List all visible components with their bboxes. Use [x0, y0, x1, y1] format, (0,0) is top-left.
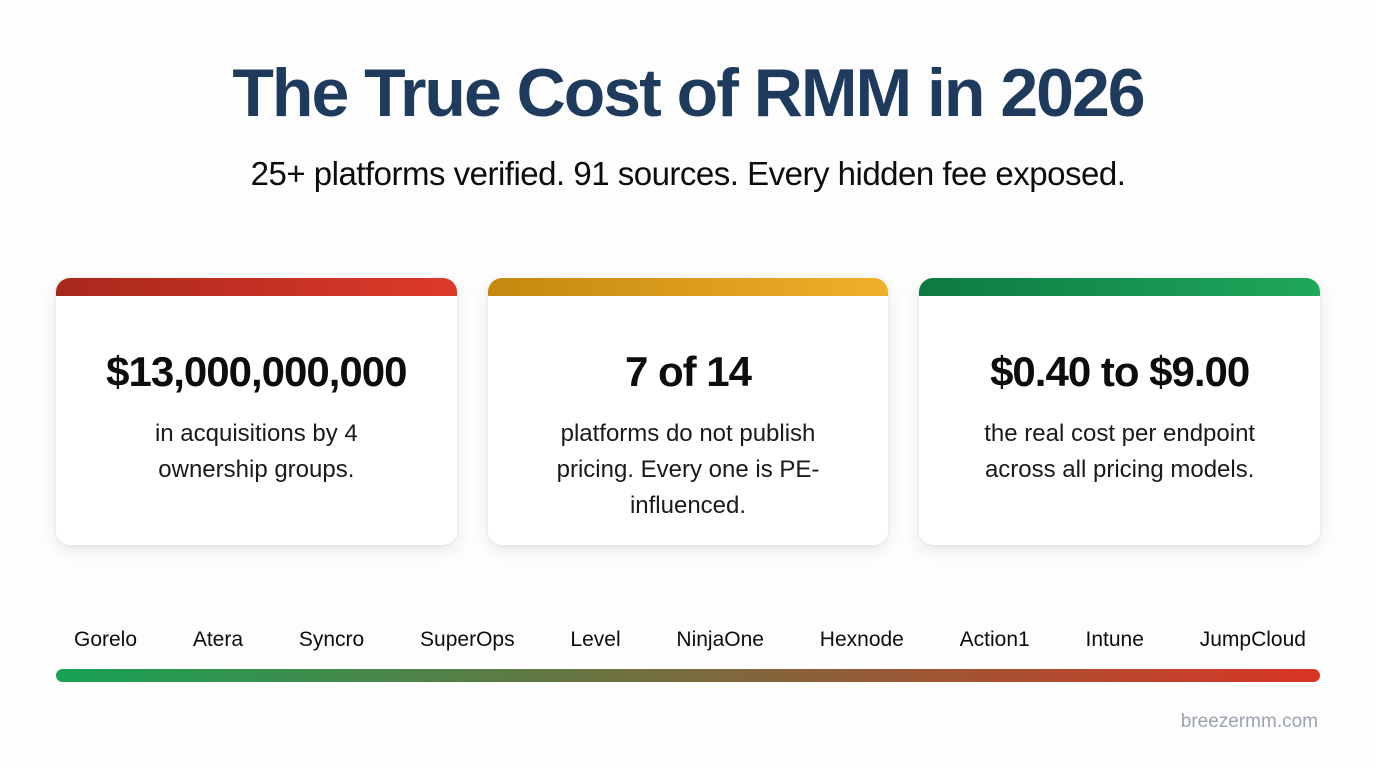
stat-value: $0.40 to $9.00: [990, 348, 1250, 395]
stat-value: 7 of 14: [624, 348, 752, 395]
stat-card-pricing-transparency: 7 of 14 platforms do not publish pricing…: [487, 278, 889, 545]
platform-label-syncro: Syncro: [298, 628, 365, 651]
stat-cards-row: $13,000,000,000 in acquisitions by 4 own…: [56, 278, 1321, 545]
footer-site-link: breezermm.com: [1180, 711, 1318, 732]
platform-spectrum: Gorelo Atera Syncro SuperOps Level Ninja…: [56, 628, 1320, 682]
page-subtitle: 25+ platforms verified. 91 sources. Ever…: [250, 154, 1126, 192]
platform-label-ninjaone: NinjaOne: [676, 628, 764, 651]
page-title: The True Cost of RMM in 2026: [232, 55, 1145, 131]
platform-label-superops: SuperOps: [420, 628, 515, 651]
stat-value: $13,000,000,000: [106, 348, 407, 395]
platform-label-action1: Action1: [959, 628, 1030, 651]
card-accent-bar-green: [919, 278, 1321, 296]
platform-label-gorelo: Gorelo: [74, 628, 138, 651]
platform-label-intune: Intune: [1085, 628, 1144, 651]
stat-description: in acquisitions by 4 ownership groups.: [154, 420, 358, 483]
stat-card-acquisitions: $13,000,000,000 in acquisitions by 4 own…: [56, 278, 457, 545]
platform-label-atera: Atera: [192, 628, 244, 651]
platform-labels-row: Gorelo Atera Syncro SuperOps Level Ninja…: [56, 628, 1320, 652]
stat-description: the real cost per endpoint across all pr…: [984, 420, 1256, 483]
stat-card-endpoint-cost: $0.40 to $9.00 the real cost per endpoin…: [919, 278, 1321, 545]
platform-label-hexnode: Hexnode: [819, 628, 904, 651]
header: The True Cost of RMM in 2026 25+ platfor…: [0, 0, 1376, 193]
card-accent-bar-amber: [487, 278, 889, 296]
platform-label-level: Level: [570, 628, 621, 651]
platform-label-jumpcloud: JumpCloud: [1199, 628, 1306, 651]
card-accent-bar-red: [56, 278, 457, 296]
stat-description: platforms do not publish pricing. Every …: [556, 420, 820, 519]
spectrum-gradient-bar: [56, 669, 1320, 682]
